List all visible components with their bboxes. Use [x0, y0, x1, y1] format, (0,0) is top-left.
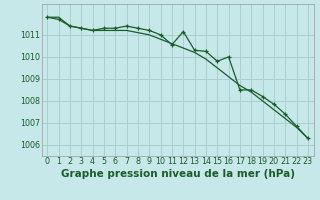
X-axis label: Graphe pression niveau de la mer (hPa): Graphe pression niveau de la mer (hPa)	[60, 169, 295, 179]
